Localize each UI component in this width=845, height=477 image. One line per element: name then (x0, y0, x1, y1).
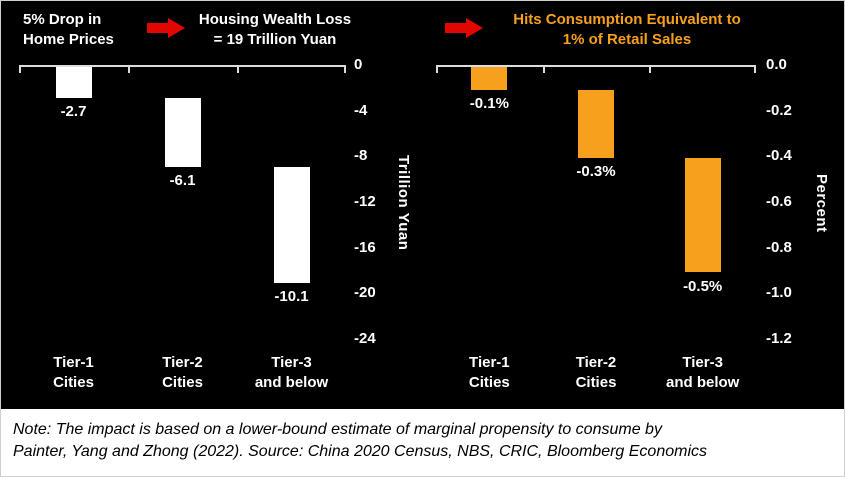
bar-tier-1-cities (471, 67, 508, 90)
category-label-line: Tier-2 (575, 354, 617, 371)
bar-value-label: -0.3% (576, 163, 616, 181)
left-panel-title: Housing Wealth Loss = 19 Trillion Yuan (198, 11, 352, 48)
category-label-line: Cities (575, 374, 617, 392)
category-label: Tier-2 Cities (541, 353, 651, 394)
arrow-right-icon (147, 18, 185, 38)
category-label-line: Tier-1 (53, 354, 94, 371)
bar-value-label: -0.1% (469, 94, 509, 112)
left-plot-area: -2.7 Tier-1 Cities -6.1 Tier-2 Cities -10.1 Tie… (19, 65, 346, 391)
left-y-axis-label: Trillion Yuan (395, 155, 412, 251)
category-label-line: and below (665, 374, 740, 392)
axis-tick (543, 65, 545, 73)
bar-tier-1-cities (55, 67, 92, 98)
category-label-line: and below (254, 374, 329, 392)
bar-tier-3-and-below (684, 158, 721, 273)
y-tick-label: -0.4 (766, 147, 792, 165)
arrow-right-shape (147, 18, 185, 38)
left-annotation: 5% Drop in Home Prices (23, 11, 114, 48)
right-plot-area: -0.1% Tier-1 Cities -0.3% Tier-2 Cities -0.5% T… (436, 65, 756, 391)
bar-value-label: -0.5% (683, 277, 723, 295)
y-tick-label: -12 (354, 193, 376, 210)
category-label-line: Cities (468, 374, 510, 392)
y-tick-label: -0.2 (766, 101, 792, 119)
axis-tick (754, 65, 756, 73)
y-tick-label: -1.0 (766, 284, 792, 302)
axis-tick (649, 65, 651, 73)
category-label-line: Tier-1 (469, 354, 510, 371)
footnote: Note: The impact is based on a lower-bou… (1, 409, 844, 476)
footnote-line: Note: The impact is based on a lower-bou… (13, 421, 662, 438)
category-label: Tier-3 and below (237, 353, 347, 394)
y-tick-label: -0.6 (766, 193, 792, 210)
right-y-axis-ticks: 0.0 -0.2 -0.4 -0.6 -0.8 -1.0 -1.2 (766, 56, 820, 347)
category-label-line: Tier-3 (271, 354, 312, 371)
bar-tier-3-and-below (273, 167, 310, 283)
bar-tier-2-cities (578, 89, 614, 159)
y-tick-label: -24 (354, 330, 376, 347)
y-tick-label: -1.2 (766, 330, 792, 347)
bar-tier-2-cities (164, 97, 201, 168)
y-tick-label: -4 (354, 101, 368, 119)
category-label-line: Tier-2 (162, 354, 203, 371)
category-label: Tier-1 Cities (19, 353, 129, 394)
bar-value-label: -10.1 (274, 287, 309, 305)
left-y-axis-ticks: 0 -4 -8 -12 -16 -20 -24 (354, 56, 408, 347)
chart-background: 5% Drop in Home Prices Housing Wealth Lo… (1, 1, 844, 409)
y-tick-label: -16 (354, 238, 376, 256)
axis-tick (436, 65, 438, 73)
bar-value-label: -6.1 (169, 172, 196, 190)
y-tick-label: -20 (354, 284, 376, 302)
right-chart-panel: Hits Consumption Equivalent to 1% of Ret… (421, 1, 844, 409)
category-label: Tier-2 Cities (128, 353, 238, 394)
axis-tick (19, 65, 21, 73)
left-chart-panel: 5% Drop in Home Prices Housing Wealth Lo… (1, 1, 421, 409)
right-y-axis-label: Percent (813, 173, 830, 233)
y-tick-label: -8 (354, 147, 368, 165)
y-tick-label: -0.8 (766, 238, 792, 256)
bar-value-label: -2.7 (60, 102, 87, 120)
axis-tick (344, 65, 346, 73)
axis-tick (128, 65, 130, 73)
right-panel-title: Hits Consumption Equivalent to 1% of Ret… (513, 11, 741, 48)
y-tick-label: 0 (354, 56, 363, 73)
arrow-right-shape (445, 18, 483, 38)
category-label-line: Cities (162, 374, 203, 392)
footnote-line: Painter, Yang and Zhong (2022). Source: … (13, 443, 708, 461)
category-label: Tier-3 and below (648, 353, 758, 394)
category-label-line: Cities (53, 374, 94, 392)
category-label-line: Tier-3 (682, 354, 723, 371)
y-tick-label: 0.0 (766, 56, 787, 73)
arrow-right-icon (445, 18, 483, 38)
axis-tick (237, 65, 239, 73)
category-label: Tier-1 Cities (434, 353, 544, 394)
